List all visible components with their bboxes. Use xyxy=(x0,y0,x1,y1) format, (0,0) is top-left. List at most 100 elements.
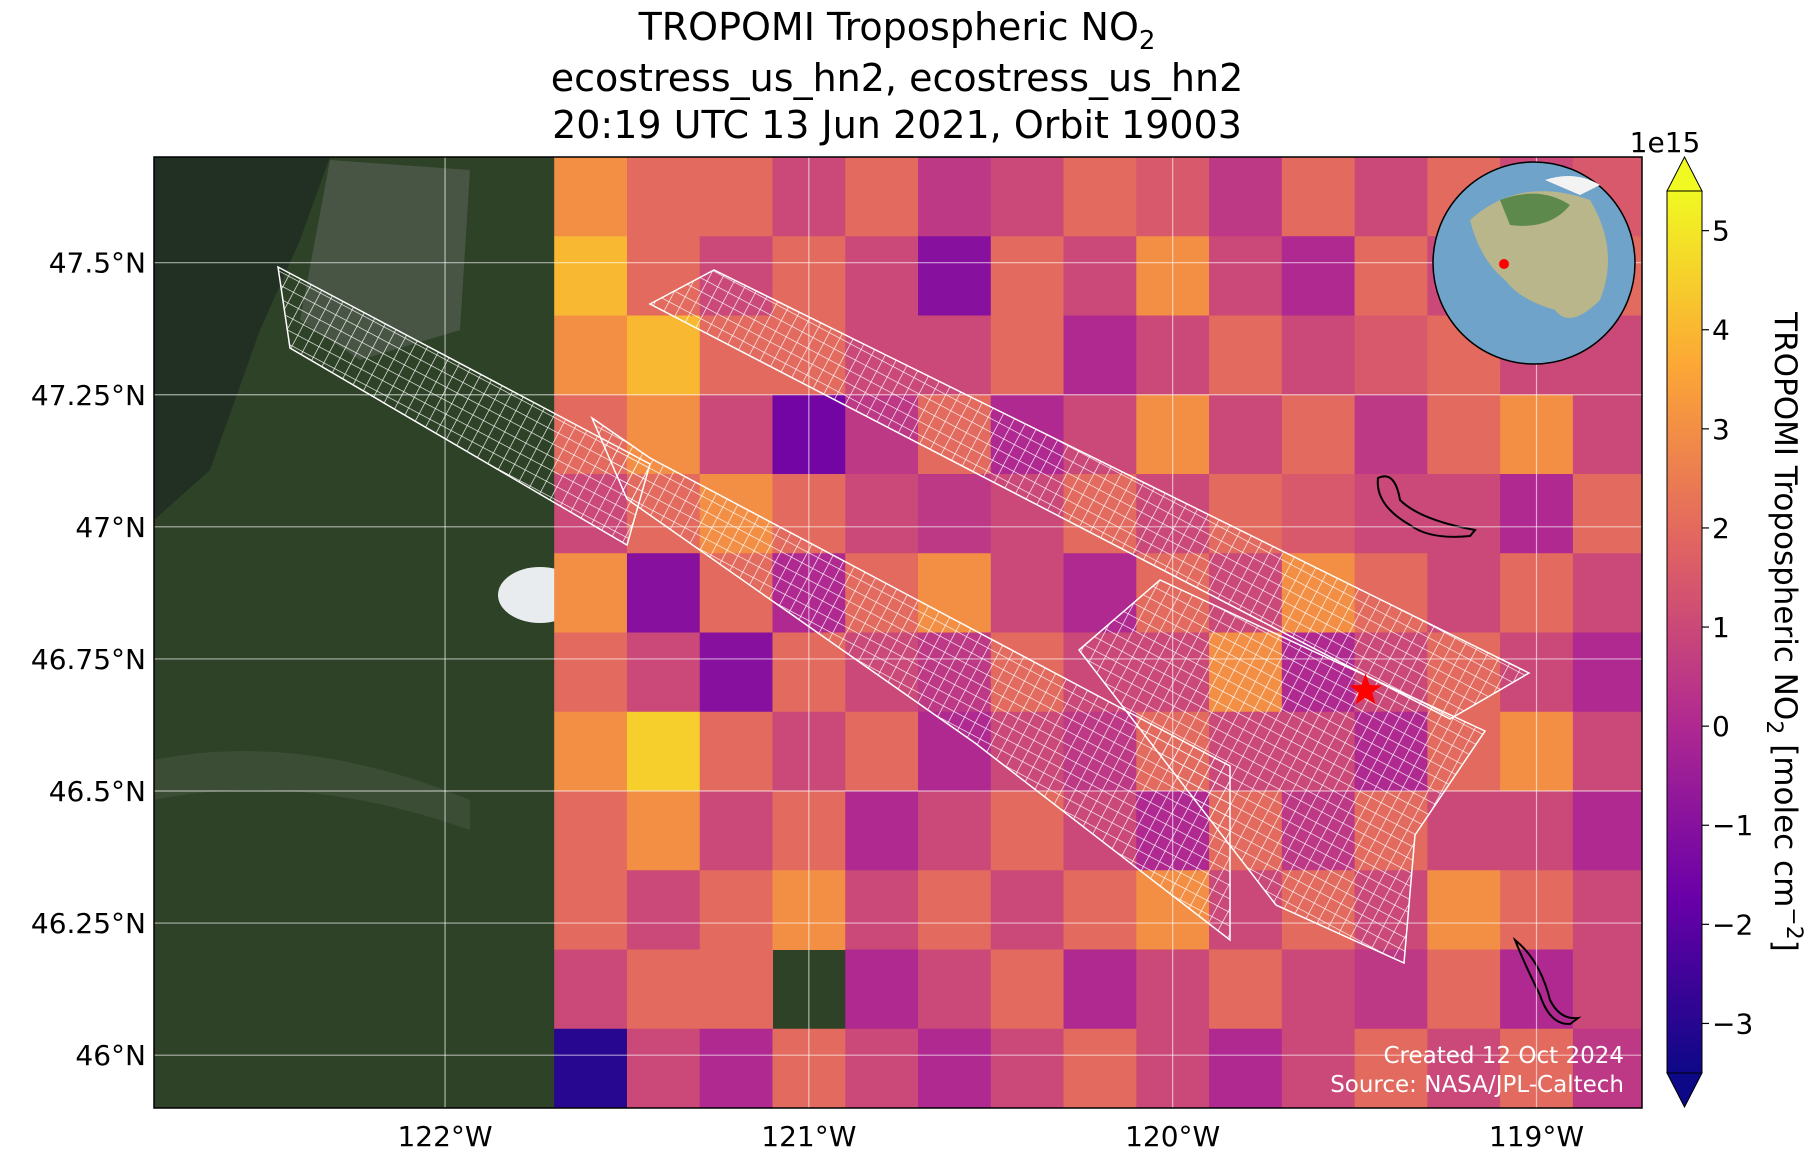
no2-cell xyxy=(845,949,919,1030)
colorbar-frame xyxy=(1666,190,1703,1074)
no2-cell xyxy=(845,711,919,792)
no2-cell xyxy=(845,791,919,871)
no2-cell xyxy=(554,157,628,237)
no2-cell xyxy=(918,474,992,554)
lake-outline xyxy=(1376,475,1477,538)
no2-cell xyxy=(1572,474,1642,554)
y-tick-label: 47°N xyxy=(75,511,146,544)
no2-cell xyxy=(554,315,628,396)
no2-cell xyxy=(1427,553,1501,633)
no2-cell xyxy=(626,711,701,792)
no2-cell xyxy=(626,870,701,950)
no2-cell xyxy=(626,553,701,633)
colorbar-extend-max xyxy=(1666,155,1703,192)
no2-cell xyxy=(1281,949,1356,1030)
globe-land xyxy=(1470,191,1608,318)
no2-cell xyxy=(1427,394,1501,475)
no2-cell xyxy=(918,949,992,1030)
globe-site xyxy=(1499,259,1509,269)
no2-cell xyxy=(918,870,992,950)
no2-cell xyxy=(1209,315,1283,396)
colorbar-tick-label: −3 xyxy=(1712,1007,1753,1040)
title-subscript: 2 xyxy=(1139,26,1156,56)
no2-cell xyxy=(554,632,628,713)
no2-cell xyxy=(1572,553,1642,633)
colorbar-label-text: TROPOMI Tropospheric NO xyxy=(1767,311,1803,720)
no2-cell xyxy=(626,791,701,871)
no2-cell xyxy=(990,791,1065,871)
colorbar-tick-label: 4 xyxy=(1712,314,1730,347)
colorbar-tick-label: −2 xyxy=(1712,908,1753,941)
no2-cell xyxy=(1354,1028,1428,1108)
no2-cell xyxy=(626,632,701,713)
colorbar-tick-label: 1 xyxy=(1712,611,1730,644)
flight-swath xyxy=(1077,579,1487,965)
no2-cell xyxy=(699,394,773,475)
no2-cell xyxy=(1063,949,1137,1030)
no2-cell xyxy=(1427,1028,1501,1108)
no2-cell xyxy=(699,870,773,950)
title-text: TROPOMI Tropospheric NO xyxy=(638,5,1139,49)
no2-cell xyxy=(1572,394,1642,475)
no2-cell xyxy=(699,157,773,237)
no2-cell xyxy=(554,949,628,1030)
no2-cell xyxy=(845,870,919,950)
no2-cell xyxy=(1572,1028,1642,1108)
y-tick-label: 46°N xyxy=(75,1039,146,1072)
colorbar-tick-label: 3 xyxy=(1712,413,1730,446)
no2-cell xyxy=(845,1028,919,1108)
colorbar-tick-label: −1 xyxy=(1712,809,1753,842)
colorbar-label-sub: 2 xyxy=(1761,720,1786,734)
no2-cell xyxy=(990,553,1065,633)
colorbar-body xyxy=(1667,191,1702,1073)
site-marker xyxy=(1349,673,1382,705)
x-tick-label: 122°W xyxy=(397,1120,492,1153)
no2-cell xyxy=(699,1028,773,1108)
colorbar-label: TROPOMI Tropospheric NO2 [molec cm−2] xyxy=(1761,311,1806,952)
puget-sound xyxy=(154,157,330,520)
no2-cell xyxy=(918,1028,992,1108)
no2-cell xyxy=(1281,157,1356,237)
colorbar-label-sup: −2 xyxy=(1781,907,1806,939)
colorbar-label-unit: [molec cm xyxy=(1767,734,1803,907)
no2-cell xyxy=(990,949,1065,1030)
no2-cell xyxy=(1354,236,1428,316)
y-tick-label: 46.5°N xyxy=(49,775,146,808)
y-tick-label: 47.5°N xyxy=(49,247,146,280)
no2-cell xyxy=(626,1028,701,1108)
no2-cell xyxy=(699,949,773,1030)
no2-cell xyxy=(990,236,1065,316)
no2-cell xyxy=(554,791,628,871)
flight-swath xyxy=(590,415,1231,942)
no2-cell xyxy=(990,157,1065,237)
no2-cell xyxy=(1427,791,1501,871)
no2-cell xyxy=(554,711,628,792)
no2-cell xyxy=(990,1028,1065,1108)
no2-cell xyxy=(1281,474,1356,554)
no2-cell xyxy=(1063,315,1137,396)
y-tick-label: 46.75°N xyxy=(31,643,146,676)
colorbar-extend-min xyxy=(1666,1072,1703,1109)
colorbar-label-end: ] xyxy=(1767,940,1803,952)
inset-globe xyxy=(1432,161,1636,365)
no2-cell xyxy=(1209,1028,1283,1108)
colorbar-tick-label: 0 xyxy=(1712,710,1730,743)
colorbar-tick-label: 2 xyxy=(1712,512,1730,545)
no2-cell xyxy=(845,474,919,554)
no2-cell xyxy=(1281,1028,1356,1108)
no2-cell xyxy=(554,1028,628,1108)
no2-cell xyxy=(1354,949,1428,1030)
flight-swath xyxy=(277,265,651,547)
no2-cell xyxy=(1281,315,1356,396)
no2-cell xyxy=(1354,315,1428,396)
no2-cell xyxy=(1572,870,1642,950)
no2-cell xyxy=(554,870,628,950)
title-line-2: ecostress_us_hn2, ecostress_us_hn2 xyxy=(551,56,1244,100)
y-tick-label: 47.25°N xyxy=(31,379,146,412)
no2-cell xyxy=(1063,870,1137,950)
lake-outline xyxy=(1512,936,1582,1026)
globe-ice xyxy=(1545,176,1600,195)
map-frame xyxy=(153,156,1643,1109)
site-layer xyxy=(1349,673,1382,705)
